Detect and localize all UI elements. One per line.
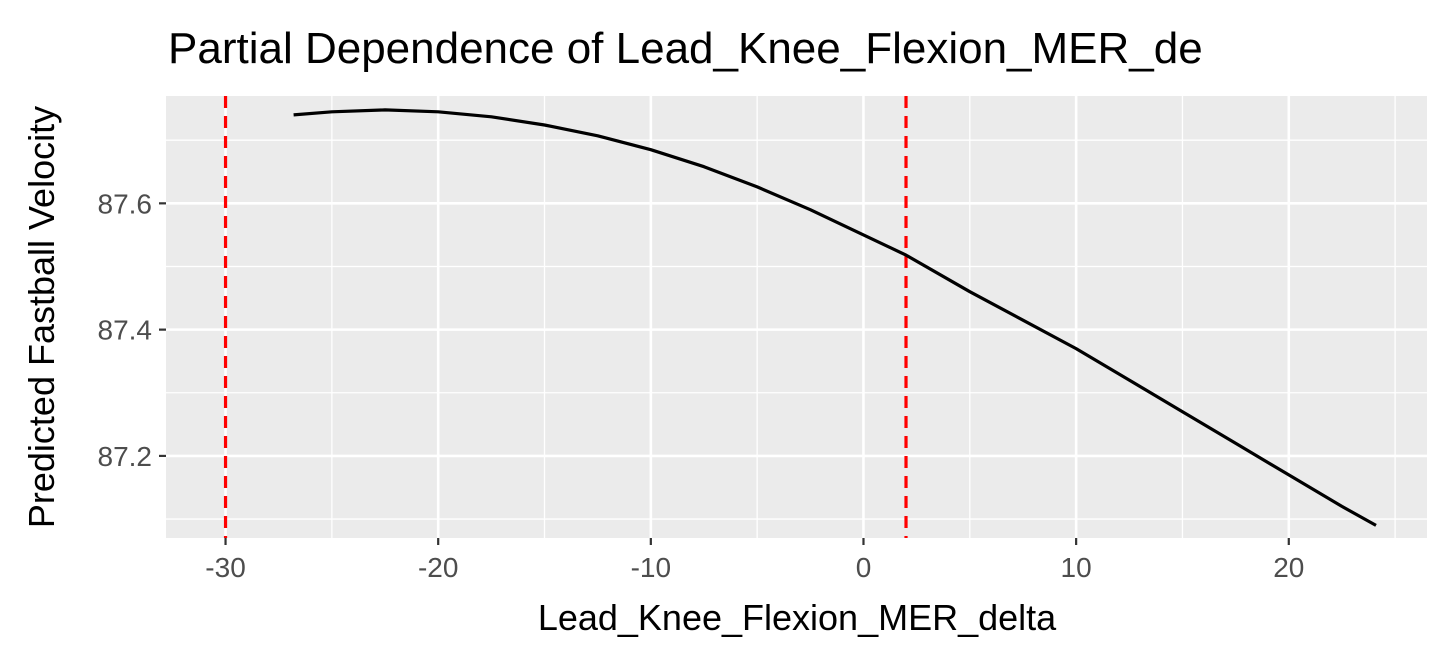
y-tick-label: 87.4 — [98, 315, 153, 346]
x-tick-label: -30 — [205, 552, 245, 583]
x-axis-title: Lead_Knee_Flexion_MER_delta — [538, 597, 1057, 638]
major-gridlines — [166, 96, 1427, 538]
x-tick-label: -20 — [418, 552, 458, 583]
x-tick-label: 0 — [856, 552, 872, 583]
y-axis-ticks: 87.2 87.4 87.6 — [98, 188, 166, 472]
plot-panel — [166, 96, 1427, 538]
y-tick-label: 87.2 — [98, 441, 153, 472]
series-lines — [293, 108, 1377, 527]
y-tick-label: 87.6 — [98, 188, 153, 219]
x-tick-label: 20 — [1273, 552, 1304, 583]
series-line — [293, 108, 1377, 527]
minor-gridlines — [166, 96, 1427, 538]
x-axis-ticks: -30 -20 -10 0 10 20 — [205, 538, 1304, 583]
x-tick-label: 10 — [1061, 552, 1092, 583]
reference-lines — [223, 96, 908, 538]
y-axis-title: Predicted Fastball Velocity — [21, 106, 62, 528]
x-tick-label: -10 — [631, 552, 671, 583]
chart-title: Partial Dependence of Lead_Knee_Flexion_… — [168, 24, 1203, 73]
